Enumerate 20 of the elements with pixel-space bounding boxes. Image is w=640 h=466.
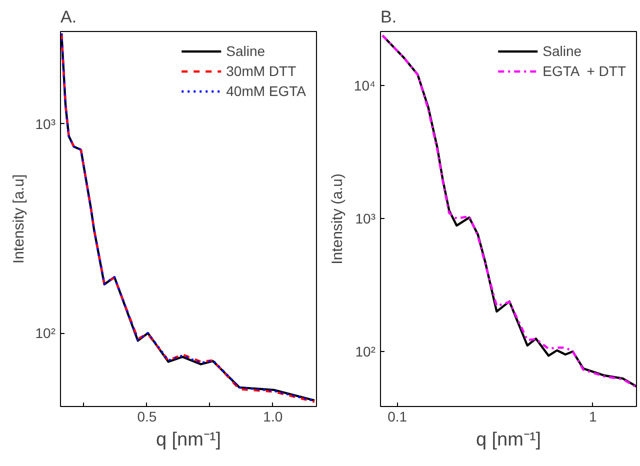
x-tick-label: 0.1 — [388, 408, 408, 424]
y-tick-label: 10³ — [35, 116, 56, 132]
x-axis-title: q [nm⁻¹] — [156, 430, 222, 450]
y-tick-label: 10² — [355, 344, 376, 360]
legend-label: Saline — [542, 43, 582, 59]
legend-label: 30mM DTT — [226, 63, 296, 79]
y-axis-title: Intensity (a.u) — [328, 174, 346, 264]
y-tick-label: 10⁴ — [354, 78, 376, 94]
y-axis-title: Intensity [a.u] — [10, 174, 28, 264]
y-tick-label: 10³ — [355, 210, 376, 227]
legend-label: EGTA + DTT — [542, 63, 626, 79]
y-tick-label: 10² — [35, 325, 56, 342]
chart-title: B. — [380, 8, 397, 26]
legend-label: Saline — [226, 43, 266, 59]
x-tick-label: 1.0 — [263, 408, 283, 424]
x-axis-title: q [nm⁻¹] — [476, 430, 542, 450]
legend-label: 40mM EGTA — [226, 83, 306, 99]
chart-title: A. — [60, 8, 77, 26]
x-tick-label: 1 — [589, 408, 598, 424]
x-tick-label: 0.5 — [137, 408, 157, 424]
